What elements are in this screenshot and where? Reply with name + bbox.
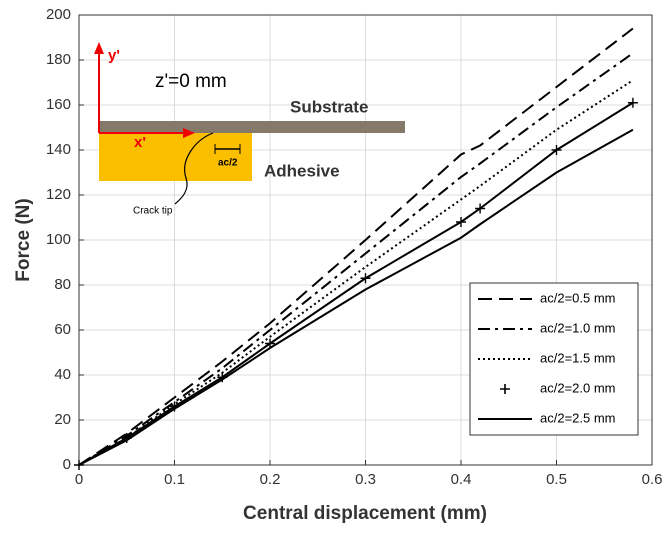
y-tick-label: 100: [46, 231, 71, 248]
y-tick-label: 0: [63, 456, 71, 473]
y-tick-label: 160: [46, 96, 71, 113]
plus-marker: [627, 97, 638, 108]
crack-tip-pointer: [174, 132, 214, 205]
annotation: y': [108, 47, 120, 64]
legend: ac/2=0.5 mm ac/2=1.0 mm ac/2=1.5 mm ac/2=2.…: [469, 282, 639, 436]
series-line: [78, 101, 634, 466]
legend-label: ac/2=2.0 mm: [540, 380, 616, 395]
series: [78, 52, 634, 466]
y-tick-label: 180: [46, 51, 71, 68]
plus-marker: [475, 203, 486, 214]
y-tick-label: 140: [46, 141, 71, 158]
series-line: [78, 128, 634, 466]
x-tick-label: 0.1: [164, 471, 185, 488]
x-tick-label: 0.5: [546, 471, 567, 488]
inset-diagram: y' z'=0 mm Substrate x' ac/2 Adhesive Cr…: [94, 42, 405, 217]
series-line: [78, 52, 634, 466]
legend-label: ac/2=1.0 mm: [540, 320, 616, 335]
x-tick-label: 0: [75, 471, 83, 488]
adhesive: [99, 133, 252, 181]
series: [78, 27, 634, 466]
series: [74, 97, 638, 470]
series-line: [78, 27, 634, 466]
x-tick-label: 0.6: [642, 471, 663, 488]
annotation: z'=0 mm: [155, 71, 227, 92]
plus-marker: [456, 217, 466, 227]
annotation: Substrate: [290, 97, 368, 116]
legend-label: ac/2=1.5 mm: [540, 350, 616, 365]
annotation: x': [134, 134, 146, 151]
annotation: ac/2: [218, 158, 238, 169]
legend-label: ac/2=2.5 mm: [540, 410, 616, 425]
arrow-head: [94, 42, 104, 54]
x-tick-label: 0.2: [260, 471, 281, 488]
y-tick-label: 200: [46, 6, 71, 23]
y-tick-label: 20: [54, 411, 71, 428]
y-tick-label: 80: [54, 276, 71, 293]
y-tick-label: 60: [54, 321, 71, 338]
legend-swatch: [500, 384, 510, 394]
y-axis-label: Force (N): [13, 198, 34, 281]
y-tick-label: 40: [54, 366, 71, 383]
legend-label: ac/2=0.5 mm: [540, 290, 616, 305]
series-line: [78, 79, 634, 466]
plus-marker: [360, 273, 371, 284]
plus-marker: [551, 145, 562, 155]
plot-frame: [78, 14, 653, 466]
series: [78, 128, 634, 466]
series: [78, 79, 634, 466]
y-tick-label: 120: [46, 186, 71, 203]
substrate: [99, 121, 405, 133]
x-axis-label: Central displacement (mm): [243, 503, 487, 524]
arrow-head: [183, 128, 195, 138]
x-tick-label: 0.4: [451, 471, 472, 488]
x-tick-label: 0.3: [355, 471, 376, 488]
annotation: Crack tip: [133, 206, 173, 217]
annotation: Adhesive: [264, 161, 340, 180]
